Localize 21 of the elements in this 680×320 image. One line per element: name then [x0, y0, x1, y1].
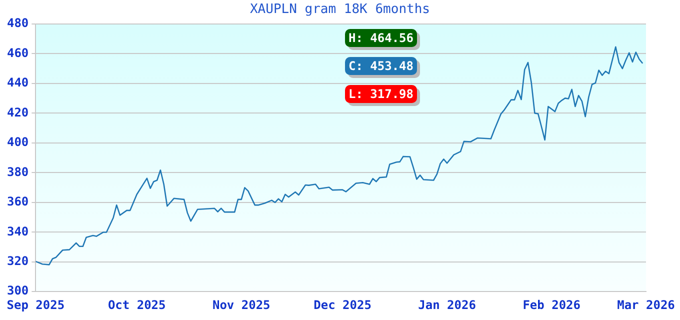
x-tick-label: Sep 2025 — [6, 298, 65, 312]
chart-title: XAUPLN gram 18K 6months — [248, 2, 431, 17]
annotation: L: 317.98 — [345, 85, 417, 103]
x-tick-label: Jan 2026 — [418, 298, 476, 312]
x-tick-label: Mar 2026 — [617, 298, 675, 312]
y-tick-label: 340 — [6, 224, 29, 238]
x-tick-label: Oct 2025 — [108, 298, 166, 312]
y-tick-label: 380 — [6, 164, 29, 179]
x-tick-label: Nov 2025 — [212, 298, 270, 312]
y-tick-label: 400 — [6, 135, 29, 150]
x-tick-label: Feb 2026 — [522, 298, 580, 312]
y-tick-label: 300 — [6, 284, 29, 298]
y-tick-label: 460 — [6, 46, 29, 60]
y-tick-label: 360 — [6, 194, 29, 209]
y-tick-label: 420 — [6, 105, 29, 120]
annotation: H: 464.56 — [345, 29, 417, 47]
y-tick-label: 320 — [6, 254, 29, 268]
y-tick-label: 480 — [6, 16, 29, 30]
x-tick-label: Dec 2025 — [314, 298, 372, 312]
annotation: C: 453.48 — [345, 57, 417, 75]
y-tick-label: 440 — [6, 76, 29, 90]
